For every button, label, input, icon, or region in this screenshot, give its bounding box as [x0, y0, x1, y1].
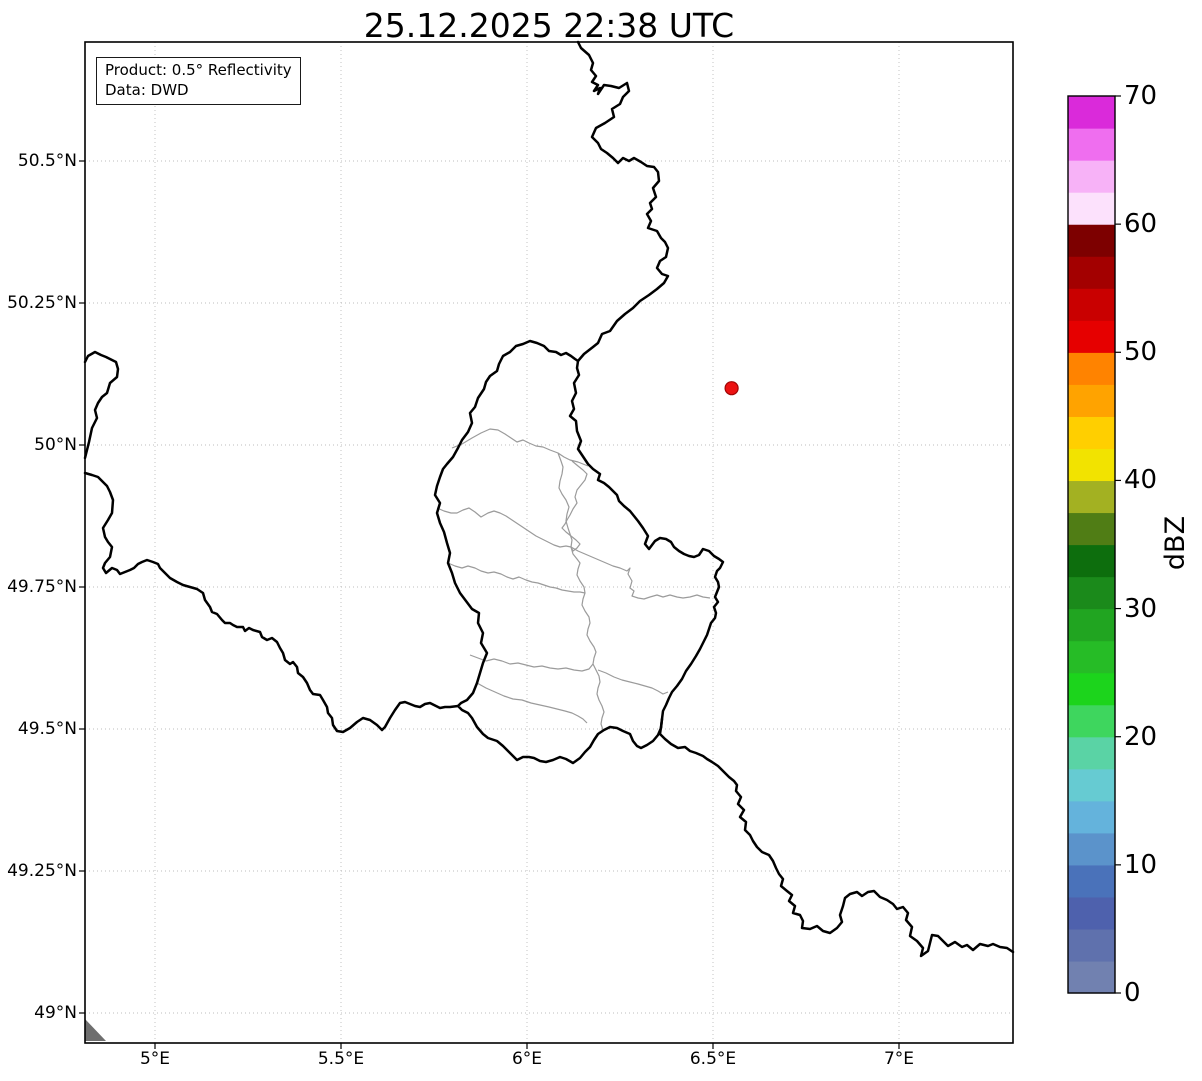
- colorbar-tick-label: 30: [1124, 593, 1158, 624]
- y-tick-label: 49.5°N: [17, 719, 77, 739]
- colorbar-tick-label: 50: [1124, 337, 1158, 368]
- colorbar-band: [1068, 608, 1115, 642]
- x-tick-label: 6°E: [511, 1049, 543, 1069]
- colorbar-band: [1068, 416, 1115, 449]
- x-tick-label: 7°E: [883, 1049, 915, 1069]
- colorbar-tick-label: 0: [1124, 978, 1141, 1008]
- colorbar-frame: [1067, 95, 1116, 994]
- colorbar-band: [1068, 352, 1115, 385]
- colorbar-band: [1068, 640, 1115, 674]
- colorbar-band: [1068, 704, 1115, 738]
- colorbar-band: [1068, 256, 1115, 289]
- colorbar-band: [1068, 672, 1115, 706]
- region-border-path: [451, 428, 589, 467]
- x-tick-label: 6.5°E: [689, 1049, 737, 1069]
- colorbar-tick-label: 20: [1124, 721, 1158, 752]
- colorbar-band: [1068, 288, 1115, 321]
- region-border-path: [436, 507, 572, 548]
- colorbar-band: [1068, 768, 1115, 802]
- colorbar-band: [1068, 128, 1115, 161]
- region-borders: [436, 428, 711, 731]
- region-border-path: [476, 682, 588, 724]
- region-border-path: [597, 669, 669, 695]
- y-tick-label: 50°N: [34, 435, 77, 455]
- x-tick-label: 5.5°E: [317, 1049, 365, 1069]
- region-border-path: [469, 654, 594, 672]
- colorbar-band: [1068, 96, 1115, 129]
- product-info-line2: Data: DWD: [105, 81, 189, 99]
- colorbar-tick-label: 40: [1124, 465, 1158, 496]
- region-border-path: [447, 562, 586, 594]
- country-border-path: [433, 339, 664, 765]
- country-borders: [83, 40, 1015, 958]
- colorbar-axis-label: dBZ: [1160, 515, 1191, 571]
- colorbar-band: [1068, 800, 1115, 834]
- colorbar-band: [1068, 320, 1115, 353]
- page-title: 25.12.2025 22:38 UTC: [363, 6, 735, 45]
- colorbar-band: [1068, 576, 1115, 610]
- axis-tick-marks: [79, 160, 900, 1049]
- colorbar-band: [1068, 960, 1115, 994]
- x-tick-label: 5°E: [139, 1049, 171, 1069]
- product-info-box: Product: 0.5° Reflectivity Data: DWD: [96, 57, 301, 105]
- y-tick-label: 50.5°N: [17, 151, 77, 171]
- colorbar-band: [1068, 928, 1115, 962]
- colorbar-tick-label: 70: [1124, 81, 1158, 111]
- y-tick-label: 49°N: [34, 1003, 77, 1023]
- colorbar-band: [1068, 192, 1115, 225]
- product-info-line1: Product: 0.5° Reflectivity: [105, 61, 292, 79]
- region-border-path: [561, 460, 588, 552]
- radar-location-marker: [724, 381, 739, 396]
- colorbar-band: [1068, 896, 1115, 930]
- gridlines: [85, 42, 1013, 1043]
- colorbar-band: [1068, 864, 1115, 898]
- colorbar-tick-label: 60: [1124, 209, 1158, 240]
- colorbar-band: [1068, 480, 1115, 514]
- colorbar-band: [1068, 512, 1115, 546]
- colorbar-band: [1068, 832, 1115, 866]
- colorbar-band: [1068, 224, 1115, 257]
- colorbar-band: [1068, 544, 1115, 578]
- colorbar-band: [1068, 160, 1115, 193]
- country-border-path: [83, 471, 460, 734]
- colorbar-band: [1068, 384, 1115, 417]
- y-tick-label: 49.75°N: [7, 577, 77, 597]
- country-border-path: [568, 40, 1015, 958]
- region-border-path: [557, 452, 605, 731]
- colorbar-band: [1068, 736, 1115, 770]
- map-corner-wedge: [85, 1019, 106, 1041]
- y-tick-label: 50.25°N: [7, 293, 77, 313]
- region-border-path: [570, 546, 711, 600]
- colorbar: [1067, 95, 1121, 994]
- colorbar-tick-label: 10: [1124, 849, 1158, 880]
- plot-frame: [84, 41, 1014, 1044]
- country-border-path: [83, 350, 120, 460]
- colorbar-band: [1068, 448, 1115, 482]
- y-tick-label: 49.25°N: [7, 861, 77, 881]
